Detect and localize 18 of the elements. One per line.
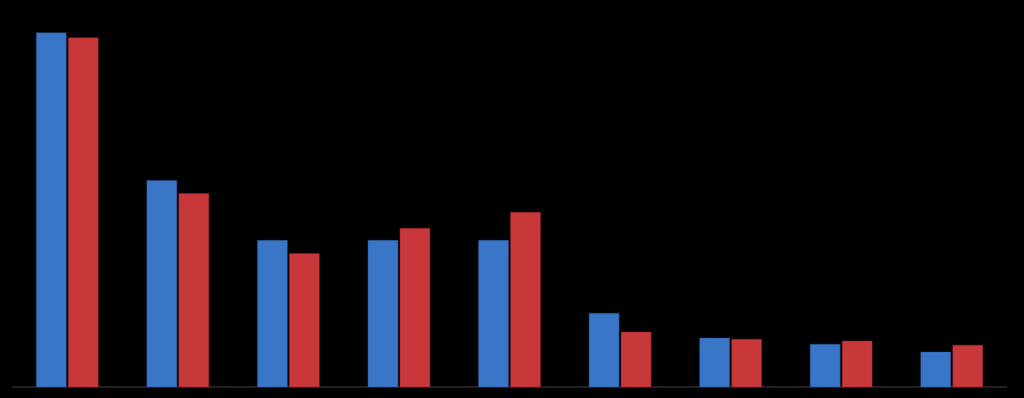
bar xyxy=(289,253,320,387)
bar xyxy=(588,313,620,387)
bar xyxy=(68,37,99,387)
bar xyxy=(178,193,210,387)
bar xyxy=(399,228,431,387)
bar xyxy=(809,343,841,387)
bar xyxy=(731,338,762,387)
bar xyxy=(952,344,983,387)
bar xyxy=(478,240,509,387)
bar xyxy=(36,32,67,387)
bar xyxy=(146,180,178,387)
bar xyxy=(841,340,873,387)
bar xyxy=(367,240,399,387)
bar xyxy=(699,337,730,387)
bar xyxy=(510,212,541,387)
bar xyxy=(257,240,288,387)
bar xyxy=(920,351,951,387)
bar xyxy=(620,331,652,387)
